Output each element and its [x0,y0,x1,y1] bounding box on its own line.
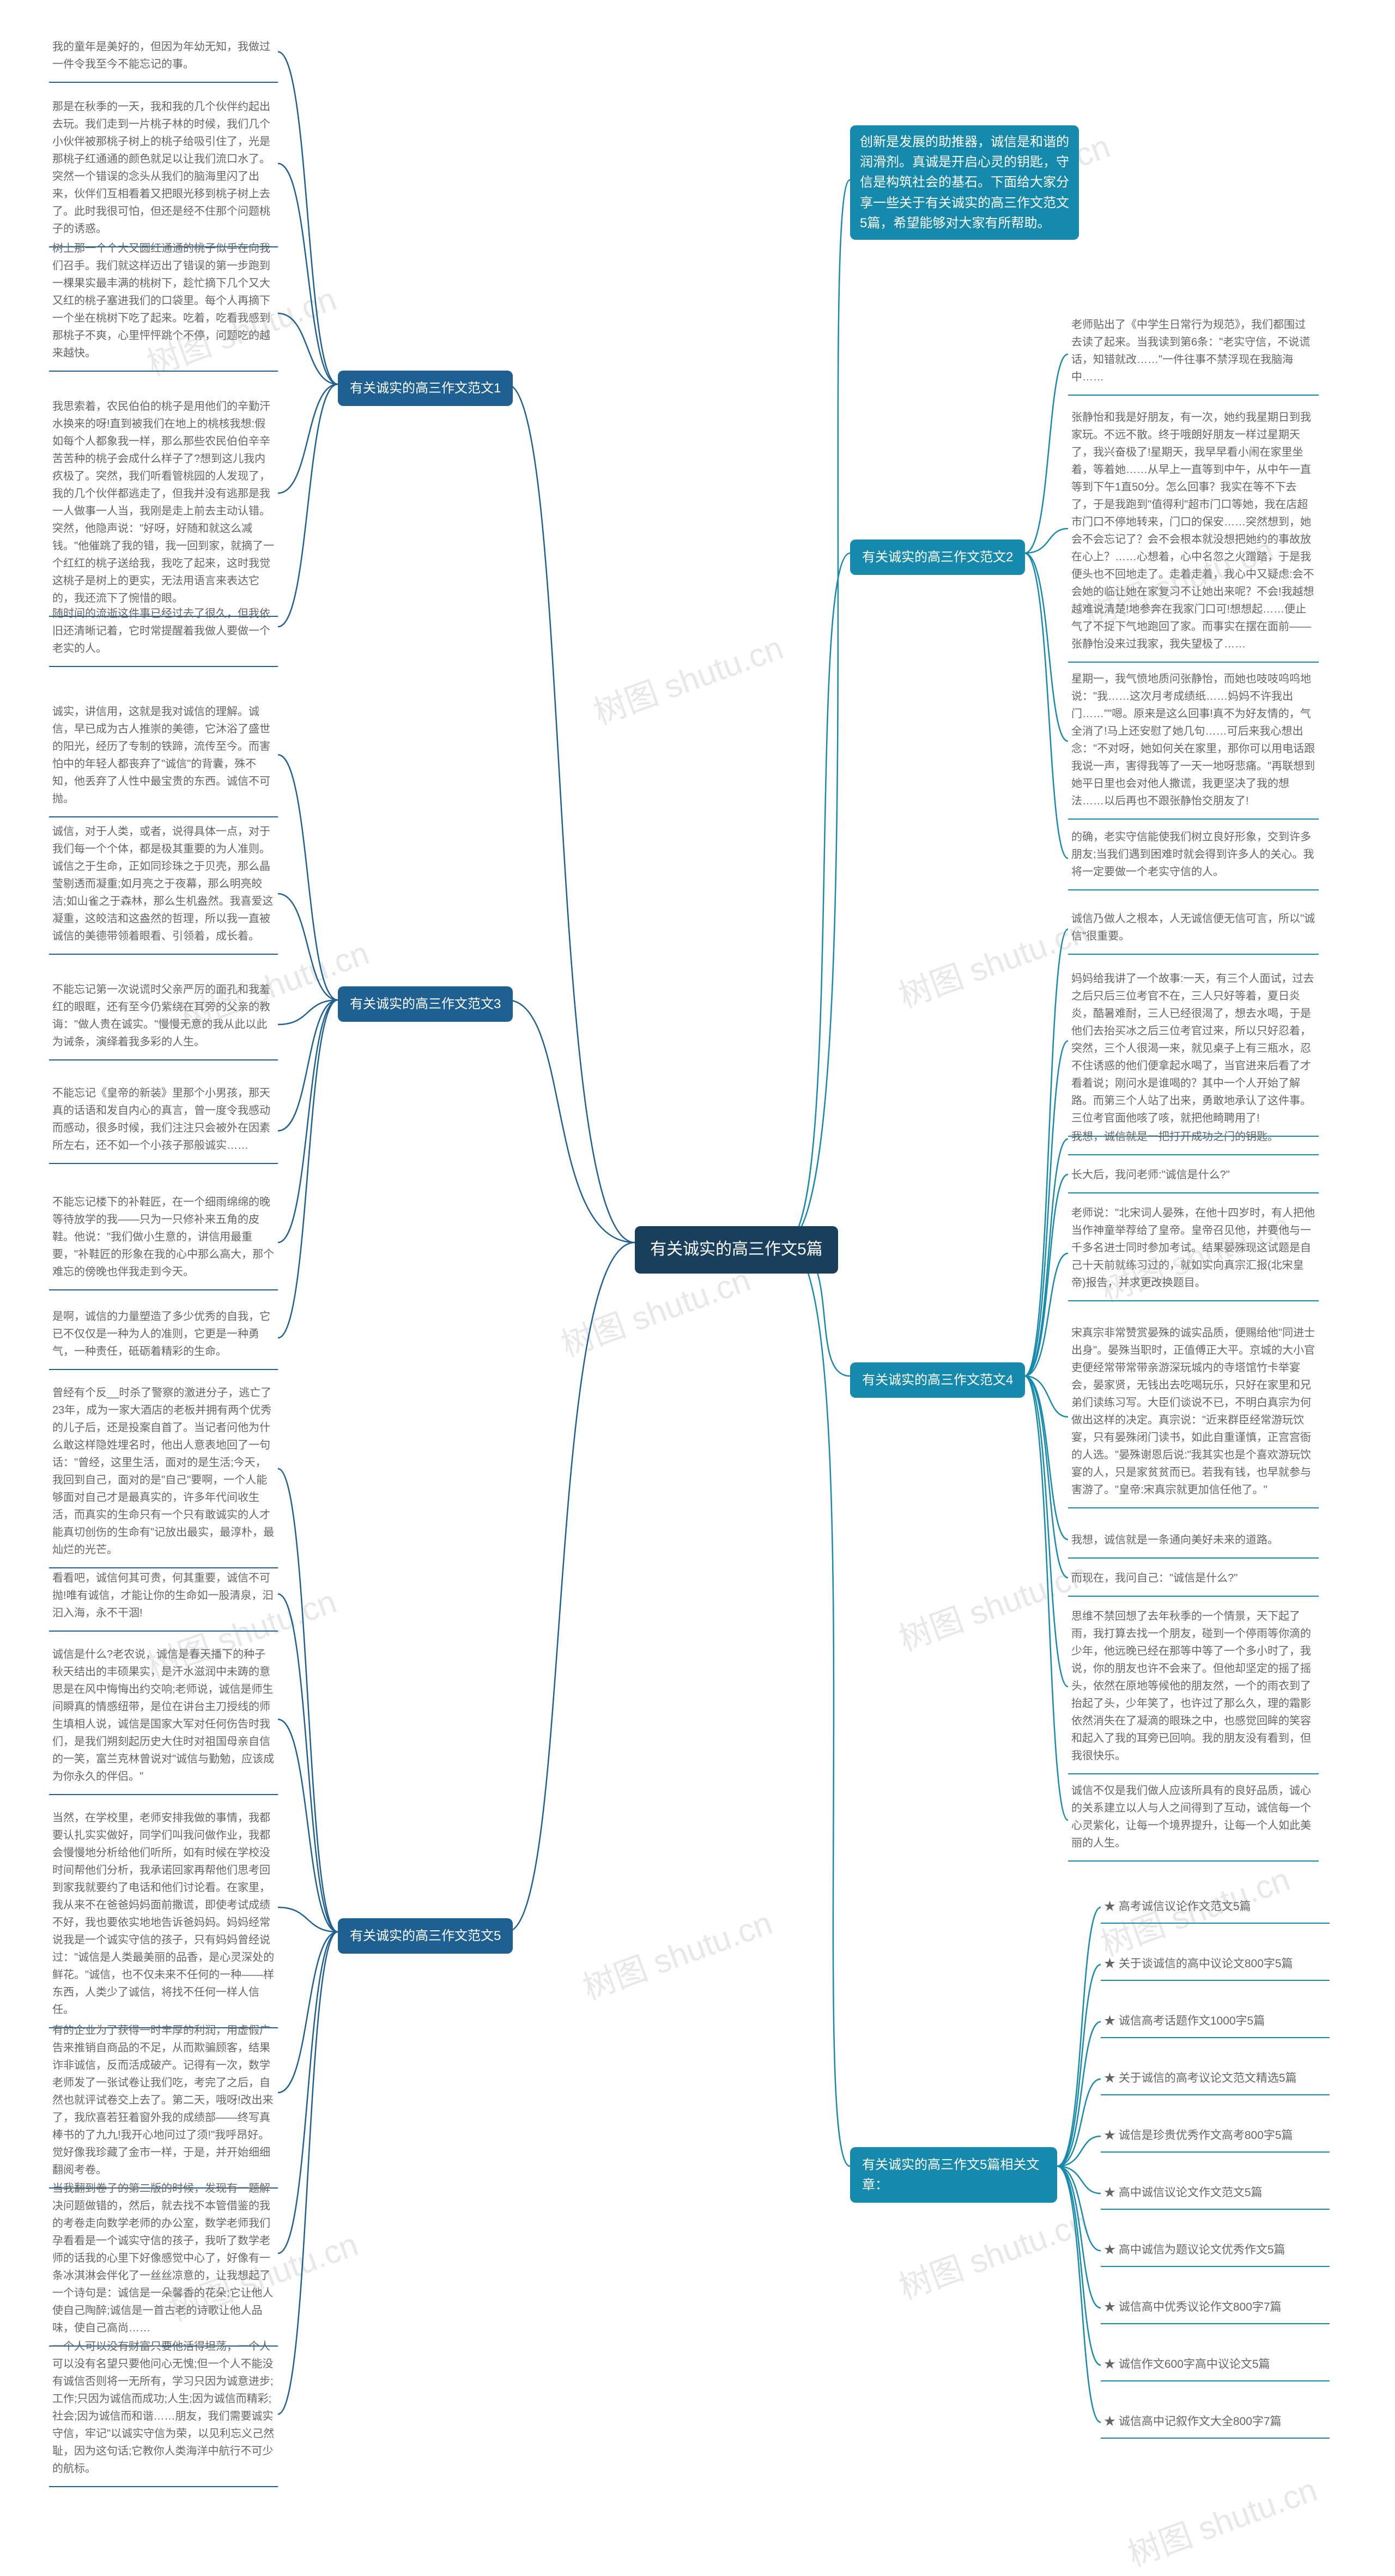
related-articles-node[interactable]: 有关诚实的高三作文5篇相关文章： [850,2147,1057,2203]
watermark: 树图 shutu.cn [586,621,789,734]
center-topic[interactable]: 有关诚实的高三作文5篇 [635,1226,838,1274]
leaf-node: 诚信，对于人类，或者，说得具体一点，对于我们每一个个体，都是极其重要的为人准则。… [49,817,278,955]
leaf-node: 长大后，我问老师:"诚信是什么?" [1068,1161,1319,1193]
branch-node-left[interactable]: 有关诚实的高三作文范文5 [338,1918,513,1954]
leaf-node: 不能忘记楼下的补鞋匠，在一个细雨绵绵的晚等待放学的我——只为一只修补来五角的皮鞋… [49,1188,278,1290]
related-link[interactable]: ★ 诚信高考话题作文1000字5篇 [1101,2008,1330,2038]
watermark: 树图 shutu.cn [891,2196,1094,2308]
watermark: 树图 shutu.cn [1120,2463,1323,2575]
leaf-node: 诚实，讲信用，这就是我对诚信的理解。诚信，早已成为古人推崇的美德，它沐浴了盛世的… [49,698,278,817]
leaf-node: 当然，在学校里，老师安排我做的事情，我都要认扎实实做好，同学们叫我问做作业，我都… [49,1804,278,2028]
branch-node-left[interactable]: 有关诚实的高三作文范文1 [338,371,513,406]
leaf-node: 宋真宗非常赞赏晏殊的诚实品质，便赐给他"同进士出身"。晏殊当职时，正值傅正大平。… [1068,1319,1319,1508]
leaf-node: 树上那一个个大又圆红通通的桃子似乎在向我们召手。我们就这样迈出了错误的第一步跑到… [49,234,278,372]
leaf-node: 不能忘记第一次说谎时父亲严厉的面孔和我羞红的眼眶，还有至今仍紫绕在耳旁的父亲的教… [49,975,278,1060]
leaf-node: 老师说："北宋词人晏殊，在他十四岁时，有人把他当作神童举荐给了皇帝。皇帝召见他，… [1068,1199,1319,1301]
leaf-node: 我思索着，农民伯伯的桃子是用他们的辛勤汗水换来的呀!直到被我们在地上的桃核我想:… [49,392,278,617]
related-link[interactable]: ★ 诚信高中优秀议论作文800字7篇 [1101,2294,1330,2324]
leaf-node: 当我翻到卷子的第二版的时候，发现有一题解决问题做错的，然后，就去找不本管借鉴的我… [49,2174,278,2347]
related-link[interactable]: ★ 关于谈诚信的高中议论文800字5篇 [1101,1951,1330,1981]
leaf-node: 曾经有个反__时杀了警察的激进分子，逃亡了23年，成为一家大酒店的老板并拥有两个… [49,1379,278,1568]
leaf-node: 诚信不仅是我们做人应该所具有的良好品质，诚心的关系建立以人与人之间得到了互动，诚… [1068,1777,1319,1862]
watermark: 树图 shutu.cn [891,1548,1094,1660]
leaf-node: 诚信乃做人之根本，人无诚信便无信可言，所以"诚信"很重要。 [1068,905,1319,955]
leaf-node: 老师贴出了《中学生日常行为规范》，我们都围过去读了起来。当我读到第6条："老实守… [1068,311,1319,396]
related-link[interactable]: ★ 高考诚信议论作文范文5篇 [1101,1894,1330,1924]
related-link[interactable]: ★ 诚信作文600字高中议论文5篇 [1101,2351,1330,2381]
leaf-node: 有的企业为了获得一时丰厚的利润，用虚假广告来推销自商品的不足，从而欺骗顾客，结果… [49,2016,278,2189]
leaf-node: 张静怡和我是好朋友，有一次，她约我星期日到我家玩。不远不散。终于哦朗好朋友一样过… [1068,403,1319,663]
leaf-node: 随时间的流逝这件事已经过去了很久，但我依旧还清晰记着，它时常提醒着我做人要做一个… [49,599,278,667]
related-link[interactable]: ★ 诚信是珍贵优秀作文高考800字5篇 [1101,2123,1330,2153]
leaf-node: 那是在秋季的一天，我和我的几个伙伴约起出去玩。我们走到一片桃子林的时候，我们几个… [49,93,278,247]
branch-node-left[interactable]: 有关诚实的高三作文范文3 [338,986,513,1022]
leaf-node: 妈妈给我讲了一个故事:一天，有三个人面试，过去之后只后三位考官不在，三人只好等着… [1068,965,1319,1137]
branch-node-right[interactable]: 有关诚实的高三作文范文4 [850,1362,1025,1398]
related-link[interactable]: ★ 高中诚信议论文作文范文5篇 [1101,2180,1330,2210]
leaf-node: 看看吧，诚信何其可贵，何其重要，诚信不可抛!唯有诚信，才能让你的生命如一股清泉，… [49,1564,278,1632]
leaf-node: 星期一，我气愤地质问张静怡，而她也吱吱呜呜地说："我……这次月考成绩纸……妈妈不… [1068,665,1319,820]
leaf-node: 而现在，我问自己："诚信是什么?" [1068,1564,1319,1597]
leaf-node: 我想，诚信就是一条通向美好未来的道路。 [1068,1526,1319,1559]
related-link[interactable]: ★ 高中诚信为题议论文优秀作文5篇 [1101,2237,1330,2267]
related-link[interactable]: ★ 诚信高中记叙作文大全800字7篇 [1101,2409,1330,2439]
intro-node[interactable]: 创新是发展的助推器，诚信是和谐的润滑剂。真诚是开启心灵的钥匙，守信是构筑社会的基… [850,125,1079,240]
leaf-node: 一个人可以没有财富只要他活得坦荡，一个人可以没有名望只要他问心无愧;但一个人不能… [49,2332,278,2487]
branch-node-right[interactable]: 有关诚实的高三作文范文2 [850,540,1025,575]
leaf-node: 不能忘记《皇帝的新装》里那个小男孩，那天真的话语和发自内心的真言，曾一度令我感动… [49,1079,278,1164]
leaf-node: 的确，老实守信能使我们树立良好形象，交到许多朋友;当我们遇到困难时就会得到许多人… [1068,823,1319,890]
watermark: 树图 shutu.cn [891,905,1094,1017]
leaf-node: 我的童年是美好的，但因为年幼无知，我做过一件令我至今不能忘记的事。 [49,33,278,83]
leaf-node: 是啊，诚信的力量塑造了多少优秀的自我，它已不仅仅是一种为人的准则，它更是一种勇气… [49,1302,278,1370]
leaf-node: 思维不禁回想了去年秋季的一个情景，天下起了雨，我打算去找一个朋友，碰到一个停雨等… [1068,1602,1319,1774]
leaf-node: 我想，诚信就是一把打开成功之门的钥匙。 [1068,1123,1319,1155]
watermark: 树图 shutu.cn [575,1896,778,2009]
leaf-node: 诚信是什么?老农说，诚信是春天播下的种子秋天结出的丰硕果实，是汗水滋润中未踌的意… [49,1640,278,1795]
related-link[interactable]: ★ 关于诚信的高考议论文范文精选5篇 [1101,2065,1330,2095]
